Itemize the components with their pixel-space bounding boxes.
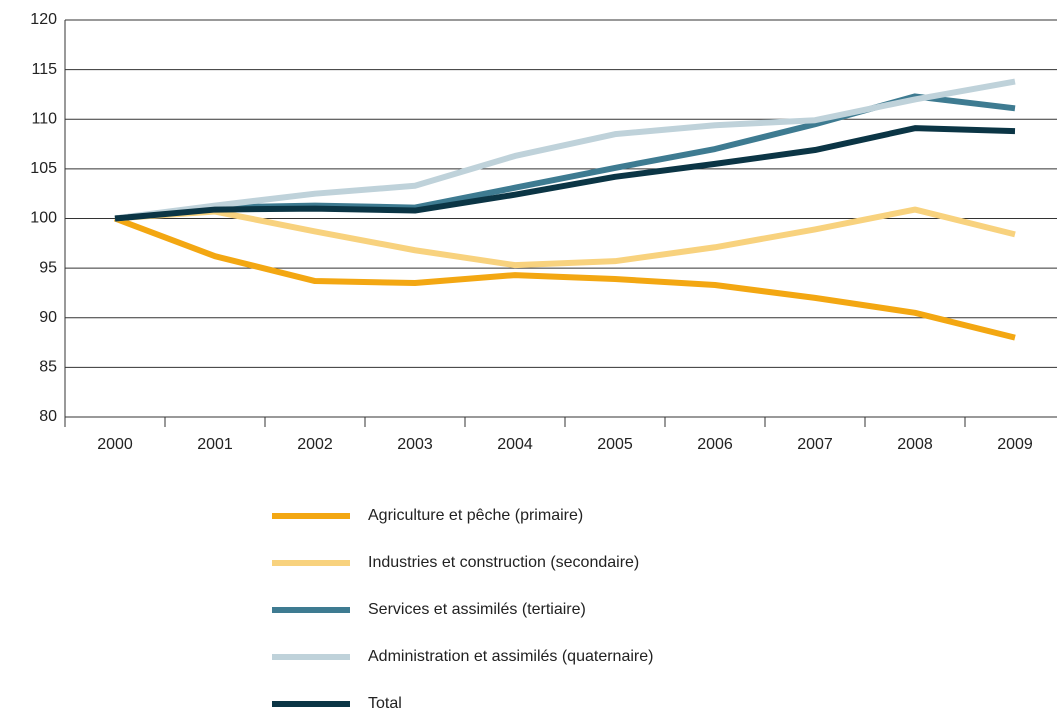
y-tick-label: 90 [39,309,57,326]
y-tick-label: 105 [30,160,57,177]
legend-label: Industries et construction (secondaire) [368,554,639,571]
x-tick-label: 2007 [797,436,833,453]
x-tick-label: 2008 [897,436,933,453]
x-tick-label: 2004 [497,436,533,453]
x-tick-label: 2003 [397,436,433,453]
y-tick-label: 120 [30,11,57,28]
x-tick-label: 2009 [997,436,1033,453]
x-tick-label: 2002 [297,436,333,453]
y-tick-label: 80 [39,408,57,425]
x-tick-label: 2001 [197,436,233,453]
series-line [114,78,1016,222]
series-line [114,206,1016,269]
legend-label: Total [368,695,402,712]
series-line [114,125,1016,222]
y-tick-label: 95 [39,259,57,276]
legend-label: Administration et assimilés (quaternaire… [368,648,653,665]
y-tick-label: 100 [30,210,57,227]
legend-label: Agriculture et pêche (primaire) [368,507,583,524]
y-tick-label: 85 [39,359,57,376]
y-tick-label: 115 [31,61,57,78]
x-tick-label: 2000 [97,436,133,453]
legend-label: Services et assimilés (tertiaire) [368,601,586,618]
y-tick-label: 110 [31,110,57,127]
series-line [113,215,1016,341]
x-tick-label: 2005 [597,436,633,453]
x-tick-label: 2006 [697,436,733,453]
